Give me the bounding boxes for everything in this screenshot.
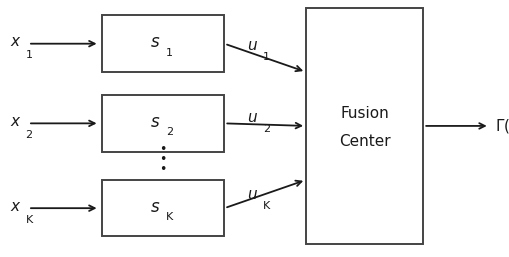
Text: x: x: [10, 114, 19, 129]
Text: 2: 2: [262, 124, 269, 134]
Text: u: u: [247, 38, 257, 53]
Text: 2: 2: [165, 127, 173, 137]
Bar: [102, 180, 224, 236]
Text: x: x: [10, 34, 19, 49]
Text: Center: Center: [338, 134, 390, 149]
Text: 1: 1: [25, 50, 33, 60]
Text: 1: 1: [262, 52, 269, 62]
Text: s: s: [150, 33, 159, 51]
Text: K: K: [165, 212, 173, 222]
Text: 2: 2: [25, 130, 33, 140]
Text: s: s: [150, 198, 159, 216]
Text: •: •: [159, 163, 166, 176]
Text: Fusion: Fusion: [340, 106, 388, 121]
Text: u: u: [247, 187, 257, 202]
Text: K: K: [262, 201, 269, 211]
Text: •: •: [159, 143, 166, 155]
Text: u: u: [247, 110, 257, 125]
Text: $\Gamma(\mathbf{u})$: $\Gamma(\mathbf{u})$: [494, 117, 509, 135]
Text: s: s: [150, 113, 159, 131]
Text: •: •: [159, 153, 166, 166]
Bar: [102, 95, 224, 152]
Text: x: x: [10, 199, 19, 214]
Text: K: K: [25, 215, 33, 225]
Bar: [102, 15, 224, 72]
Text: 1: 1: [165, 48, 173, 58]
Bar: [305, 8, 422, 244]
